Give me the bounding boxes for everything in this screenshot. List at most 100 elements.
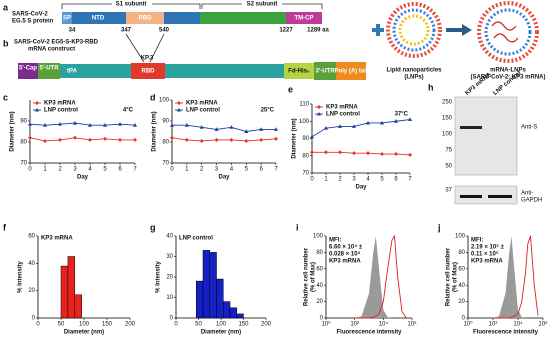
x-tick-label: 2 xyxy=(58,167,62,173)
marker xyxy=(366,120,370,125)
marker xyxy=(73,135,77,140)
marker-label: 100 xyxy=(442,132,453,138)
marker xyxy=(118,121,122,126)
y-tick-label: 30 xyxy=(166,254,173,260)
x-axis-title: Fluorescence intensity xyxy=(473,330,539,336)
x-tick-label: 0 xyxy=(174,322,178,328)
marker-label: 75 xyxy=(445,148,452,154)
chart-title: KP3 mRNA xyxy=(41,236,73,242)
x-tick-label: 50 xyxy=(195,322,202,328)
bar xyxy=(229,307,237,319)
y-tick-label: 80 xyxy=(458,250,465,256)
mrna-lnp-icon xyxy=(484,8,532,56)
y-tick-label: 110 xyxy=(299,102,309,108)
y-tick-label: 20 xyxy=(316,299,323,305)
x-tick-label: 2 xyxy=(200,167,204,173)
x-tick-label: 150 xyxy=(102,322,113,328)
marker xyxy=(408,117,412,122)
protein-label: SARS-CoV-2 xyxy=(12,12,48,18)
part-label: Poly (A) tail xyxy=(334,69,367,75)
bar xyxy=(74,294,82,319)
x-axis-title: Diameter (nm) xyxy=(201,330,241,336)
variant-label: KP.3 xyxy=(141,56,154,62)
x-tick-label: 0 xyxy=(28,167,32,173)
marker xyxy=(380,152,384,157)
lnp-label: (LNPs) xyxy=(404,75,423,81)
x-tick-label: 1 xyxy=(324,177,328,183)
marker xyxy=(394,152,398,157)
y-tick-label: 10 xyxy=(166,295,173,301)
panel-label: i xyxy=(296,222,299,232)
marker xyxy=(88,137,92,142)
x-tick-label: 7 xyxy=(133,167,137,173)
annotation: KP3 mRNA xyxy=(329,259,361,265)
x-tick-label: 10⁶ xyxy=(407,321,417,328)
annotation: KP3 mRNA xyxy=(471,259,503,265)
position-label: 1289 aa xyxy=(307,28,329,34)
y-axis-title: Relative cell number xyxy=(446,247,452,306)
panel-label: h xyxy=(428,82,434,92)
x-tick-label: 2 xyxy=(338,177,342,183)
marker xyxy=(380,120,384,125)
panel-label: b xyxy=(3,38,9,48)
panel-label: e xyxy=(288,84,293,94)
y-tick-label: 0 xyxy=(170,316,174,322)
marker xyxy=(199,138,204,143)
lnp-icon xyxy=(386,2,442,58)
band xyxy=(460,126,482,129)
part-label: Fd-His₆ xyxy=(288,69,310,75)
arrow xyxy=(462,24,472,36)
y-tick-label: 20 xyxy=(28,288,35,294)
area xyxy=(493,236,539,318)
y-axis-title: Diameter (nm) xyxy=(292,118,298,158)
position-label: 540 xyxy=(159,28,170,34)
marker xyxy=(170,135,174,140)
construct-title: mRNA construct xyxy=(28,47,75,53)
part-label: RBD xyxy=(142,69,156,75)
y-tick-label: 40 xyxy=(166,234,173,240)
part-label: 5'-Cap xyxy=(19,66,37,72)
y-tick-label: 70 xyxy=(20,161,27,167)
band xyxy=(460,195,482,198)
y-tick-label: 60 xyxy=(316,266,323,272)
marker xyxy=(229,137,234,142)
construct-title: SARS-CoV-2 EG5-S-KP3-RBD xyxy=(14,40,99,46)
x-tick-label: 5 xyxy=(380,177,384,183)
line xyxy=(312,151,411,156)
annotation: 6.60 × 10⁴ ± xyxy=(329,245,363,251)
marker-label: 37 xyxy=(445,188,452,194)
marker xyxy=(259,137,264,142)
y-axis-title: % Intensity xyxy=(156,261,162,293)
area xyxy=(354,236,407,318)
lnp-icon xyxy=(398,14,430,46)
marker xyxy=(394,119,398,123)
x-tick-label: 6 xyxy=(394,177,398,183)
utr5 xyxy=(38,63,60,79)
marker xyxy=(338,150,342,155)
x-axis-title: Day xyxy=(218,175,230,181)
axis xyxy=(37,236,130,319)
panel-label: c xyxy=(3,92,8,102)
x-axis-title: Diameter (nm) xyxy=(64,330,104,336)
x-tick-label: 10⁰ xyxy=(463,321,473,328)
poly-a xyxy=(336,62,366,80)
y-tick-label: 40 xyxy=(458,283,465,289)
x-tick-label: 7 xyxy=(274,167,278,173)
annotation: 0.028 × 10⁴ xyxy=(329,252,361,258)
x-tick-label: 10⁴ xyxy=(513,321,523,328)
y-tick-label: 90 xyxy=(302,136,309,142)
y-axis-title: Relative cell number xyxy=(304,247,310,306)
x-tick-label: 4 xyxy=(366,177,370,183)
legend-label: KP3 mRNA xyxy=(326,105,358,111)
band xyxy=(488,195,512,198)
domain-label: TM-CP xyxy=(295,16,314,22)
protein-label: EG.5 S protein xyxy=(12,19,54,25)
mrna-icon xyxy=(491,21,519,43)
marker xyxy=(43,138,47,143)
line xyxy=(29,122,136,126)
annotation: 2.19 × 10⁵ ± xyxy=(471,245,505,251)
antibody-label: GAPDH xyxy=(521,198,542,204)
x-axis-title: Day xyxy=(355,185,367,191)
legend-label: KP3 mRNA xyxy=(186,101,218,107)
